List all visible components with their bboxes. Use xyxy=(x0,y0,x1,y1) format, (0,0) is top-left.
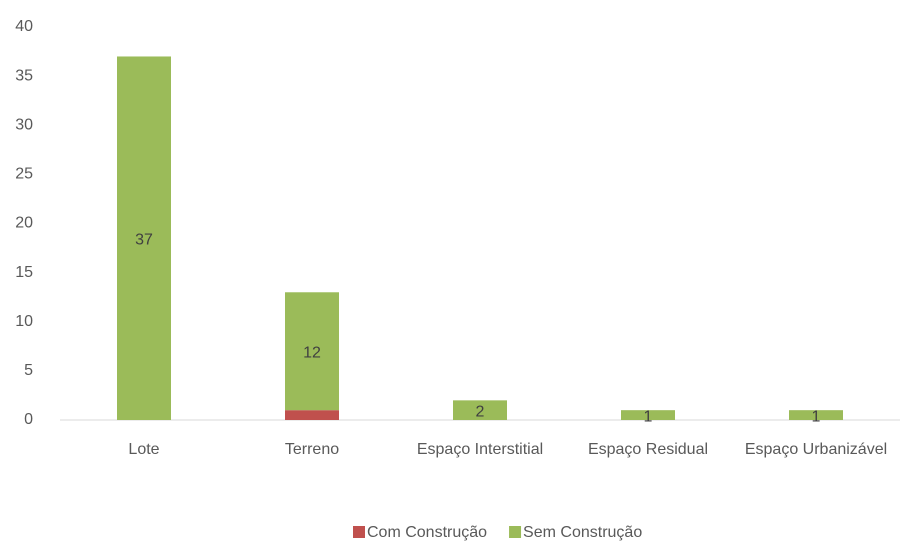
bar-segment xyxy=(453,400,507,420)
x-tick-label: Espaço Interstitial xyxy=(416,441,544,458)
legend-label: Sem Construção xyxy=(523,524,642,541)
bar-segment xyxy=(621,410,675,420)
legend-swatch xyxy=(509,526,522,538)
x-tick-label: Lote xyxy=(128,441,160,458)
x-tick-label: Espaço Urbanizável xyxy=(744,441,888,458)
bar-segment xyxy=(789,410,843,420)
y-tick-label: 35 xyxy=(15,67,33,84)
data-label: 1 xyxy=(644,408,653,425)
legend-swatch xyxy=(353,526,365,538)
x-tick-label: Terreno xyxy=(284,441,340,458)
y-tick-label: 15 xyxy=(15,264,33,281)
y-tick-label: 10 xyxy=(15,313,33,330)
x-tick-label: Espaço Residual xyxy=(587,441,709,458)
y-tick-label: 5 xyxy=(24,362,33,379)
y-tick-label: 25 xyxy=(15,166,33,183)
data-label: 37 xyxy=(135,231,153,248)
legend-label: Com Construção xyxy=(367,524,487,541)
data-label: 12 xyxy=(303,344,321,361)
y-tick-label: 0 xyxy=(24,411,33,428)
y-tick-label: 20 xyxy=(15,215,33,232)
bar-segment xyxy=(285,410,339,420)
data-label: 1 xyxy=(812,408,821,425)
bar-segment xyxy=(117,56,171,420)
y-tick-label: 30 xyxy=(15,116,33,133)
y-tick-label: 40 xyxy=(15,18,33,35)
data-label: 2 xyxy=(476,403,485,420)
bar-segment xyxy=(285,292,339,411)
